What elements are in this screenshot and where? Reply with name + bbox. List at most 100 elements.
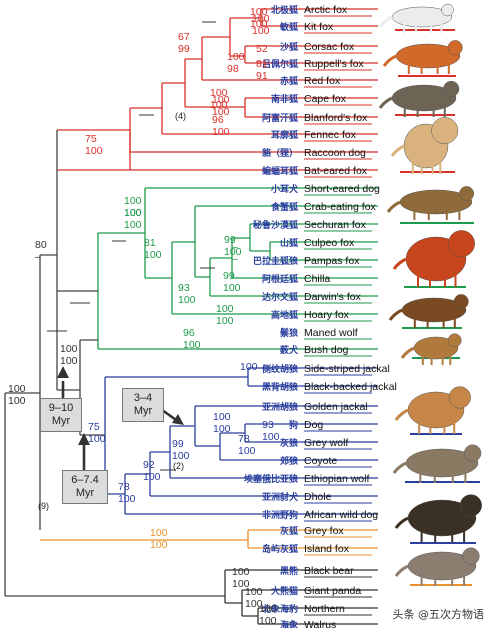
species-en-label: Fennec fox (304, 129, 357, 141)
grey-fox-head (462, 547, 480, 565)
arctic-fox-head (441, 3, 454, 17)
arrowhead-6-7 (78, 433, 90, 445)
species-en-label: Maned wolf (304, 327, 358, 339)
red-fox-illustration (382, 40, 463, 74)
arctic-fox-illustration (378, 3, 454, 33)
species-en-label: Culpeo fox (304, 237, 355, 249)
species-en-label: Corsac fox (304, 41, 355, 53)
red-fox-head (447, 40, 463, 56)
species-en-label: Crab-eating fox (304, 201, 377, 213)
african-wild-dog-head (459, 494, 482, 517)
arrowhead-9-10 (57, 366, 69, 378)
species-zh-label: 秘鲁沙漠狐 (253, 219, 298, 231)
support-value-top: 99 (172, 438, 184, 450)
support-value-top: 75 (85, 133, 97, 145)
divergence-box-3-4-unit: Myr (133, 405, 153, 417)
species-en-label: Hoary fox (304, 309, 350, 321)
support-value-top: 93 (262, 419, 274, 431)
species-zh-label: 耳廓狐 (271, 129, 298, 141)
support-value-bottom: 100 (216, 315, 234, 327)
fennec-fox-head (431, 117, 459, 145)
dog-tail (394, 408, 409, 421)
species-en-label: Raccoon dog (304, 147, 366, 159)
grey-wolf-illustration (392, 444, 482, 483)
species-zh-label: 敏狐 (279, 21, 298, 33)
arrowhead-3-4 (172, 414, 184, 425)
support-value-top: 100 (245, 586, 263, 598)
species-zh-label: 阿根廷狐 (262, 273, 298, 285)
support-value-bottom: 100 (85, 145, 103, 157)
bush-dog-illustration (388, 294, 469, 328)
species-zh-label: 吕佩尔狐 (262, 58, 298, 70)
support-value-bottom: 100 (124, 219, 142, 231)
support-value-top: 100 (227, 51, 245, 63)
support-value-bottom: 100 (172, 450, 190, 462)
tree-branches (4, 8, 480, 625)
support-value-bottom: 100 (88, 433, 106, 445)
animal-illustrations (378, 3, 482, 586)
support-value-bottom: 91 (256, 70, 268, 82)
support-value-top: 100 (212, 94, 230, 106)
support-value-top: 100 (150, 527, 168, 539)
species-zh-label: 赤狐 (280, 75, 298, 87)
bush-dog-tail (388, 308, 403, 321)
species-zh-label: 岛屿灰狐 (262, 543, 298, 555)
red-fox-tail (382, 54, 397, 67)
support-value-top: 99 (223, 270, 235, 282)
support-value-bottom: 100 (210, 99, 228, 111)
species-zh-label: 高地狐 (271, 309, 298, 321)
species-zh-label: 狗 (289, 419, 298, 431)
support-value-bottom: 100 (212, 106, 230, 118)
species-zh-label: 达尔文狐 (262, 291, 298, 303)
support-value-top: 99 (224, 234, 236, 246)
divergence-box-9-10: 9–10 Myr (40, 398, 82, 432)
species-zh-label: 小耳犬 (270, 183, 299, 195)
support-value-bottom: 100 (213, 423, 231, 435)
species-en-label: Cape fox (304, 93, 347, 105)
species-zh-label: 非洲野狗 (262, 509, 298, 521)
divergence-box-9-10-value: 9–10 (48, 402, 74, 414)
support-value-bottom: 100 (232, 578, 250, 590)
raccoon-dog-tail (378, 96, 393, 109)
arctic-fox-tail (378, 15, 393, 28)
grey-fox-count: (9) (38, 501, 49, 511)
species-zh-label: 阿富汗狐 (262, 112, 298, 124)
grey-wolf-head (463, 444, 482, 462)
crab-eating-fox-illustration (386, 186, 475, 220)
species-zh-label: 巴拉圭狐狼 (253, 255, 299, 267)
support-value-bottom: – (35, 251, 41, 263)
species-en-label: Arctic fox (304, 4, 348, 16)
support-value-top: 100 (252, 13, 270, 25)
dog-head (448, 386, 471, 409)
species-en-label: Dhole (304, 491, 332, 503)
species-zh-label: 大熊猫 (271, 585, 298, 597)
species-en-label: Grey fox (304, 525, 344, 537)
backbone-branches (4, 130, 225, 597)
species-en-label: Red fox (304, 75, 341, 87)
node-tick-marks (47, 21, 216, 471)
species-en-label: Blanford's fox (304, 112, 368, 124)
african-wild-dog-tail (394, 516, 409, 529)
watermark-text: 头条 @五次方物语 (392, 608, 485, 621)
maned-wolf-head (448, 230, 475, 258)
support-value-top: 92 (143, 459, 155, 471)
support-value-top: 81 (256, 58, 268, 70)
support-value-bottom: 100 (143, 471, 161, 483)
blue-clade-branches (104, 367, 378, 515)
species-en-label: Ethiopian wolf (304, 473, 369, 485)
raccoon-dog-head (443, 80, 460, 97)
species-en-label: Side-striped jackal (304, 363, 390, 375)
support-value-top: 100 (210, 87, 228, 99)
outgroup-branches (224, 569, 378, 625)
support-value-top: 100 (240, 361, 258, 373)
species-zh-label: 灰狐 (280, 525, 298, 537)
support-value-bottom: 100 (150, 539, 168, 551)
species-en-label: Short-eared dog (304, 183, 380, 195)
species-en-label: Coyote (304, 455, 337, 467)
support-value-top: 96 (183, 327, 195, 339)
support-value-bottom: 98 (227, 63, 239, 75)
species-en-label: Bush dog (304, 344, 349, 356)
species-zh-label: 灰狼 (280, 437, 299, 449)
support-value-top: 81 (144, 237, 156, 249)
